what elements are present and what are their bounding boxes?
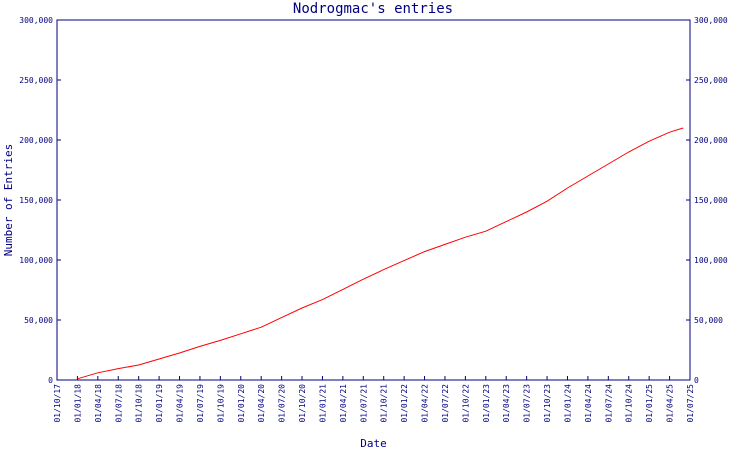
y-tick-label-left: 100,000 xyxy=(19,256,53,265)
x-tick-label: 01/10/20 xyxy=(298,384,307,423)
y-tick-label-right: 100,000 xyxy=(694,256,728,265)
y-tick-label-right: 250,000 xyxy=(694,76,728,85)
x-tick-label: 01/10/21 xyxy=(380,384,389,423)
x-tick-label: 01/01/19 xyxy=(155,384,164,423)
y-tick-label-right: 0 xyxy=(694,376,699,385)
y-tick-label-right: 200,000 xyxy=(694,136,728,145)
x-tick-label: 01/07/19 xyxy=(196,384,205,423)
x-tick-label: 01/07/22 xyxy=(441,384,450,423)
x-tick-label: 01/07/18 xyxy=(114,384,123,423)
x-tick-label: 01/01/22 xyxy=(400,384,409,423)
x-tick-label: 01/10/18 xyxy=(135,384,144,423)
x-tick-label: 01/04/19 xyxy=(176,384,185,423)
x-tick-label: 01/10/23 xyxy=(543,384,552,423)
x-tick-label: 01/10/24 xyxy=(625,384,634,423)
x-axis-label: Date xyxy=(360,437,387,450)
x-tick-label: 01/04/20 xyxy=(257,384,266,423)
x-tick-label: 01/07/25 xyxy=(686,384,695,423)
x-tick-label: 01/01/21 xyxy=(318,384,327,423)
y-tick-label-left: 300,000 xyxy=(19,16,53,25)
x-tick-label: 01/01/18 xyxy=(73,384,82,423)
x-tick-label: 01/10/17 xyxy=(53,384,62,423)
y-tick-label-left: 250,000 xyxy=(19,76,53,85)
y-tick-label-right: 150,000 xyxy=(694,196,728,205)
y-tick-label-left: 200,000 xyxy=(19,136,53,145)
x-tick-label: 01/07/21 xyxy=(359,384,368,423)
x-tick-label: 01/04/22 xyxy=(421,384,430,423)
x-tick-label: 01/10/22 xyxy=(461,384,470,423)
x-tick-label: 01/07/24 xyxy=(604,384,613,423)
x-tick-label: 01/01/20 xyxy=(237,384,246,423)
y-tick-label-right: 300,000 xyxy=(694,16,728,25)
y-tick-label-right: 50,000 xyxy=(694,316,723,325)
x-tick-label: 01/04/25 xyxy=(666,384,675,423)
x-tick-label: 01/04/18 xyxy=(94,384,103,423)
series-line xyxy=(77,127,684,380)
series-layer xyxy=(77,127,684,380)
x-tick-label: 01/07/23 xyxy=(523,384,532,423)
x-tick-label: 01/01/25 xyxy=(645,384,654,423)
y-axis-label: Number of Entries xyxy=(2,144,15,257)
x-tick-label: 01/07/20 xyxy=(278,384,287,423)
y-tick-label-left: 0 xyxy=(48,376,53,385)
x-tick-label: 01/01/23 xyxy=(482,384,491,423)
x-tick-label: 01/04/21 xyxy=(339,384,348,423)
x-tick-label: 01/04/23 xyxy=(502,384,511,423)
x-tick-label: 01/01/24 xyxy=(563,384,572,423)
x-tick-label: 01/10/19 xyxy=(216,384,225,423)
plot-frame xyxy=(56,19,691,381)
y-tick-label-left: 150,000 xyxy=(19,196,53,205)
axis-ticks: 01/10/17 01/01/18 01/04/18 01/07/18 01/10/18… xyxy=(19,16,728,423)
y-tick-label-left: 50,000 xyxy=(24,316,53,325)
x-tick-label: 01/04/24 xyxy=(584,384,593,423)
chart-title: Nodrogmac's entries xyxy=(293,1,453,17)
